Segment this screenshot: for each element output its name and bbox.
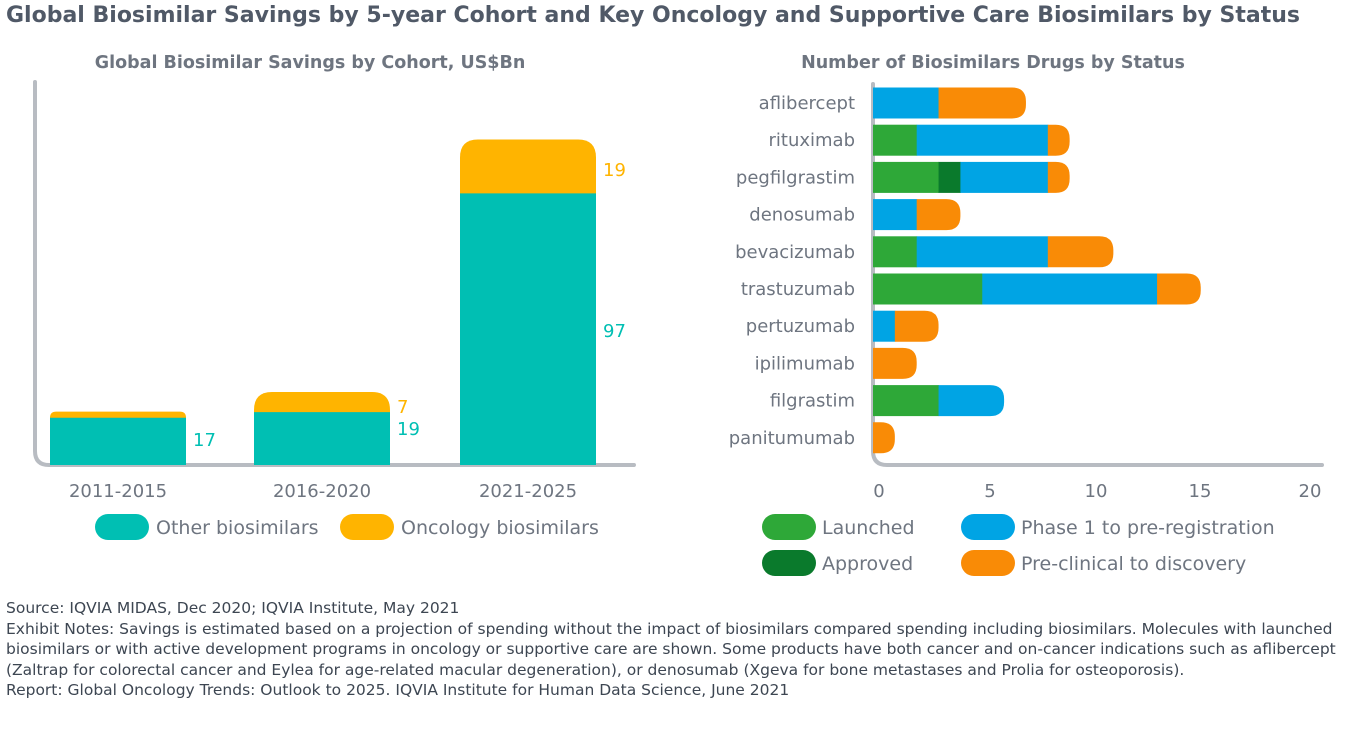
legend-label-other: Other biosimilars xyxy=(156,517,319,539)
bar-segment-phase-pegfilgrastim xyxy=(960,161,1049,193)
bar-segment-launched-pegfilgrastim xyxy=(873,161,940,193)
bar-other-2011-2015 xyxy=(50,417,186,465)
legend-swatch-oncology xyxy=(340,514,394,540)
y-tick-label: trastuzumab xyxy=(741,279,855,300)
value-label-oncology: 7 xyxy=(397,397,408,418)
left-chart: 172011-20151972016-202097192021-2025Othe… xyxy=(33,80,636,540)
bar-segment-phase-rituximab xyxy=(916,124,1049,156)
bar-segment-pre-clinical-pegfilgrastim xyxy=(1047,161,1070,193)
value-label-other: 19 xyxy=(397,419,420,440)
bar-oncology-2011-2015 xyxy=(50,411,186,418)
bar-segment-launched-rituximab xyxy=(873,124,918,156)
bar-segment-phase-trastuzumab xyxy=(982,273,1158,305)
y-tick-label: bevacizumab xyxy=(735,242,855,263)
footnotes: Source: IQVIA MIDAS, Dec 2020; IQVIA Ins… xyxy=(6,598,1341,701)
bar-segment-pre-clinical-pertuzumab xyxy=(894,310,939,342)
bar-segment-phase-aflibercept xyxy=(873,87,940,119)
bar-segment-pre-clinical-trastuzumab xyxy=(1157,273,1201,305)
bar-segment-phase-denosumab xyxy=(873,199,918,231)
legend-swatch-0 xyxy=(762,514,816,540)
y-tick-label: rituximab xyxy=(768,130,855,151)
bar-segment-pre-clinical-rituximab xyxy=(1047,124,1070,156)
x-tick-label: 2011-2015 xyxy=(69,481,167,502)
y-tick-label: filgrastim xyxy=(770,391,855,412)
legend-label: Approved xyxy=(822,553,913,575)
y-tick-label: denosumab xyxy=(749,205,855,226)
right-chart-title: Number of Biosimilars Drugs by Status xyxy=(801,53,1185,73)
bar-segment-launched-bevacizumab xyxy=(873,236,918,268)
legend-label-oncology: Oncology biosimilars xyxy=(401,517,599,539)
bar-segment-phase-filgrastim xyxy=(938,385,1005,417)
legend-swatch-2 xyxy=(961,514,1015,540)
x-tick-label: 0 xyxy=(873,481,884,502)
bar-segment-pre-clinical-denosumab xyxy=(916,199,961,231)
bar-segment-pre-clinical-ipilimumab xyxy=(873,347,917,379)
right-chart: aflibercept rituximab pegfilgrastim denosum… xyxy=(729,82,1324,576)
charts-canvas: Global Biosimilar Savings by Cohort, US$… xyxy=(33,53,1324,576)
x-tick-label: 15 xyxy=(1189,481,1212,502)
page-title: Global Biosimilar Savings by 5-year Coho… xyxy=(6,3,1300,28)
bar-segment-phase-pertuzumab xyxy=(873,310,896,342)
bar-segment-pre-clinical-aflibercept xyxy=(938,87,1026,119)
y-tick-label: panitumumab xyxy=(729,428,855,449)
legend-label: Phase 1 to pre-registration xyxy=(1021,517,1275,539)
x-tick-label: 2021-2025 xyxy=(479,481,577,502)
legend-swatch-1 xyxy=(762,550,816,576)
y-tick-label: pertuzumab xyxy=(746,316,855,337)
bar-segment-launched-trastuzumab xyxy=(873,273,983,305)
bar-segment-approved-pegfilgrastim xyxy=(938,161,961,193)
y-tick-label: ipilimumab xyxy=(755,353,855,374)
bar-segment-pre-clinical-panitumumab xyxy=(873,422,895,454)
exhibit-notes: Exhibit Notes: Savings is estimated base… xyxy=(6,619,1336,679)
left-axis-line xyxy=(33,80,636,467)
bar-oncology-2016-2020 xyxy=(254,392,390,413)
bar-other-2021-2025 xyxy=(460,192,596,465)
x-tick-label: 10 xyxy=(1085,481,1108,502)
bar-oncology-2021-2025 xyxy=(460,139,596,194)
source-note: Source: IQVIA MIDAS, Dec 2020; IQVIA Ins… xyxy=(6,599,460,617)
legend-label: Launched xyxy=(822,517,915,539)
legend-label: Pre-clinical to discovery xyxy=(1021,553,1246,575)
bar-segment-phase-bevacizumab xyxy=(916,236,1049,268)
bar-segment-launched-filgrastim xyxy=(873,385,940,417)
y-tick-label: aflibercept xyxy=(759,93,855,114)
value-label-other: 97 xyxy=(603,321,626,342)
x-tick-label: 20 xyxy=(1299,481,1322,502)
legend-swatch-3 xyxy=(961,550,1015,576)
value-label-oncology: 19 xyxy=(603,160,626,181)
value-label-other: 17 xyxy=(193,430,216,451)
left-chart-title: Global Biosimilar Savings by Cohort, US$… xyxy=(95,53,526,73)
x-tick-label: 5 xyxy=(984,481,995,502)
x-tick-label: 2016-2020 xyxy=(273,481,371,502)
bar-other-2016-2020 xyxy=(254,411,390,465)
legend-swatch-other xyxy=(95,514,149,540)
y-tick-label: pegfilgrastim xyxy=(736,167,855,188)
report-note: Report: Global Oncology Trends: Outlook … xyxy=(6,681,790,699)
bar-segment-pre-clinical-bevacizumab xyxy=(1047,236,1114,268)
